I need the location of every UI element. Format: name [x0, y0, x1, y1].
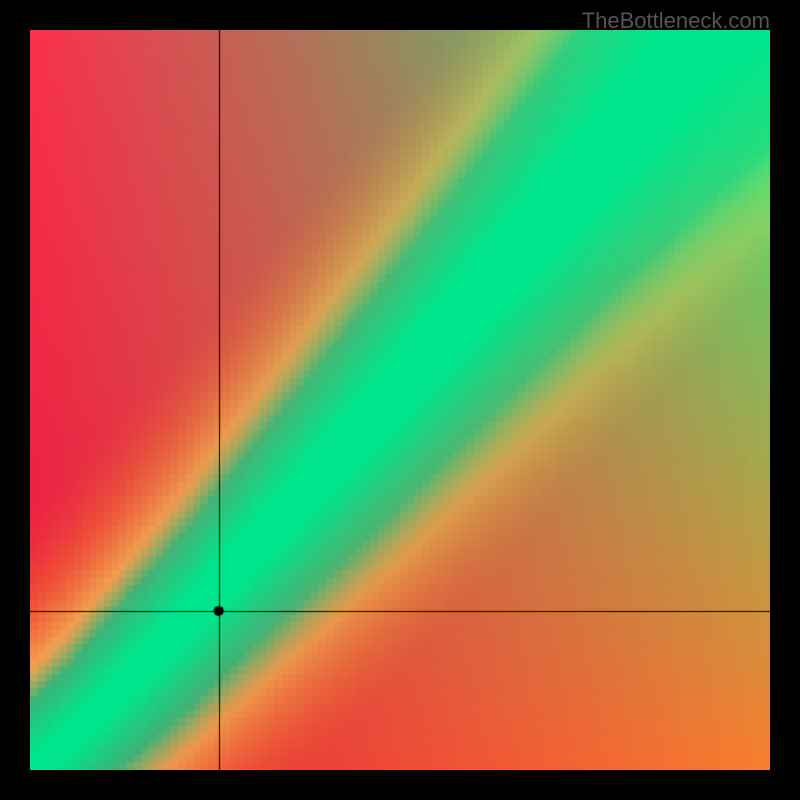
- chart-container: TheBottleneck.com: [0, 0, 800, 800]
- crosshair-overlay: [30, 30, 770, 770]
